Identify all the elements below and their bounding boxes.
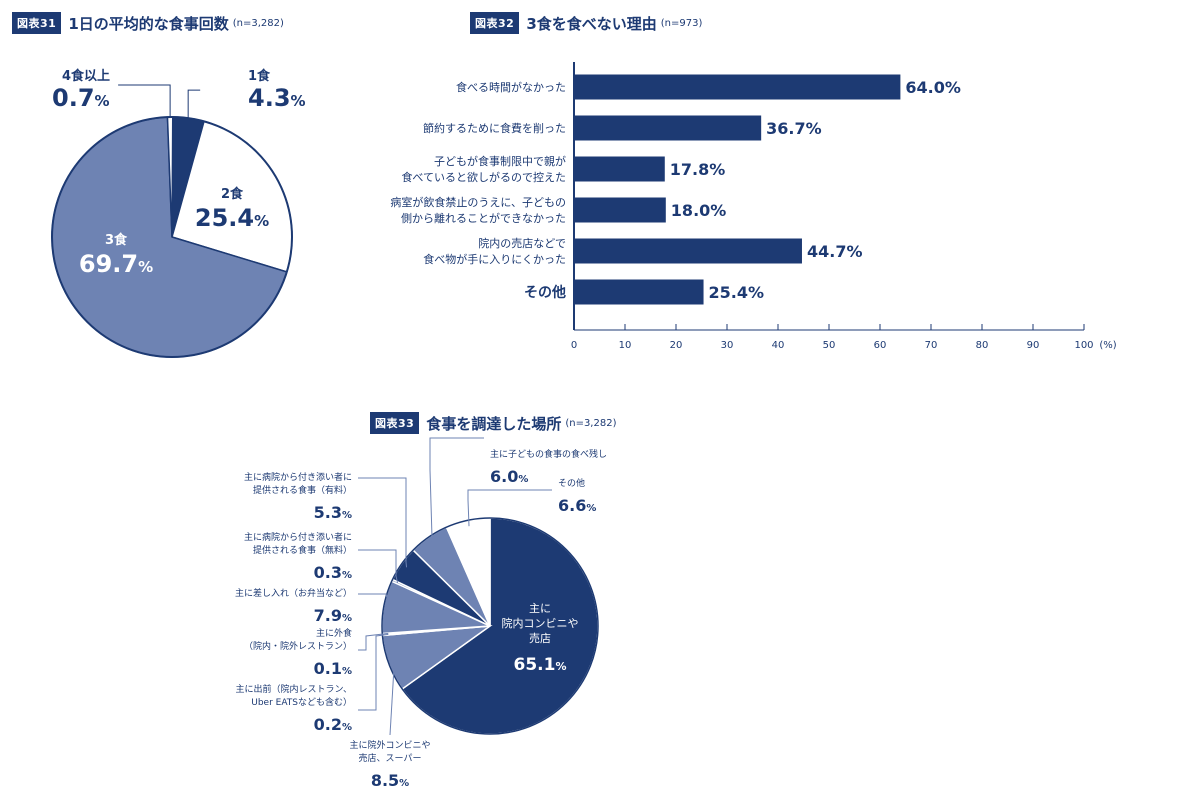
leader-line — [118, 84, 171, 118]
slice-label: 主に子どもの食事の食べ残し — [490, 448, 607, 460]
slice-value: 6.6% — [558, 496, 596, 515]
slice-label: （院内・院外レストラン） — [244, 640, 352, 652]
leader-line — [429, 437, 484, 543]
slice-value: 25.4% — [195, 204, 269, 232]
category-label: 食べていると欲しがるので控えた — [401, 170, 566, 184]
slice-value: 6.0% — [490, 467, 528, 486]
slice-label: 主に差し入れ（お弁当など） — [235, 587, 352, 599]
slice-label: 1食 — [248, 68, 271, 84]
slice-value: 69.7% — [79, 250, 153, 278]
value-label: 36.7% — [766, 119, 822, 138]
leader-line — [358, 477, 408, 568]
value-label: 64.0% — [905, 78, 961, 97]
leader-line — [358, 633, 389, 711]
x-tick-label: 20 — [670, 340, 683, 351]
chart32-bar: 食べる時間がなかった 64.0% 節約するために食費を削った 36.7% 子どもが食事制… — [390, 62, 1117, 351]
slice-value: 7.9% — [314, 606, 352, 625]
pie-outline — [381, 517, 599, 735]
leader-line — [187, 89, 201, 119]
slice-label: 主に外食 — [316, 627, 352, 639]
category-label: 子どもが食事制限中で親が — [434, 154, 566, 168]
chart33-sample-size: (n=3,282) — [565, 417, 617, 429]
chart32-title: 図表32 3食を食べない理由 (n=973) — [470, 12, 702, 34]
slice-label: 主に — [529, 602, 551, 615]
slice-value: 0.2% — [314, 715, 352, 734]
x-tick-label: 40 — [772, 340, 785, 351]
slice-label: 主に院外コンビニや — [349, 739, 430, 751]
chart31-title: 図表31 1日の平均的な食事回数 (n=3,282) — [12, 12, 284, 34]
chart32-title-text: 3食を食べない理由 — [526, 14, 657, 33]
category-label: 病室が飲食禁止のうえに、子どもの — [390, 195, 566, 209]
slice-label: 提供される食事（無料） — [253, 544, 352, 556]
leader-line — [389, 661, 395, 736]
slice-value: 8.5% — [371, 771, 409, 790]
leader-line — [358, 593, 391, 608]
chart33-title: 図表33 食事を調達した場所 (n=3,282) — [370, 412, 616, 434]
chart32-sample-size: (n=973) — [660, 17, 703, 29]
slice-label: 4食以上 — [62, 68, 110, 84]
slice-value: 5.3% — [314, 503, 352, 522]
slice-label: 主に出前（院内レストラン、 — [236, 683, 352, 695]
bar — [574, 115, 762, 141]
x-tick-label: 100 — [1074, 340, 1093, 351]
category-label: 院内の売店などで — [478, 236, 566, 250]
bar — [574, 156, 665, 182]
slice-label: Uber EATSなども含む） — [251, 696, 352, 708]
slice-label: 売店 — [529, 631, 551, 645]
slice-label: その他 — [558, 477, 585, 489]
value-label: 44.7% — [807, 242, 863, 261]
x-tick-label: 30 — [721, 340, 734, 351]
slice-value: 0.7% — [52, 84, 110, 112]
chart31-badge: 図表31 — [12, 12, 62, 34]
leader-line — [358, 549, 399, 583]
bar — [574, 197, 666, 223]
category-label: 食べ物が手に入りにくかった — [423, 252, 566, 266]
x-tick-label: 70 — [925, 340, 938, 351]
pie-outline — [51, 116, 293, 358]
bar — [574, 238, 802, 264]
bar — [574, 279, 704, 305]
slice-value: 0.1% — [314, 659, 352, 678]
category-label: 側から離れることができなかった — [401, 211, 566, 225]
chart31-sample-size: (n=3,282) — [232, 17, 284, 29]
slice-value: 0.3% — [314, 563, 352, 582]
category-label: 食べる時間がなかった — [456, 80, 566, 94]
category-label: 節約するために食費を削った — [423, 121, 566, 135]
x-tick-label: 50 — [823, 340, 836, 351]
x-tick-label: 10 — [619, 340, 632, 351]
bar — [574, 74, 901, 100]
slice-label: 主に病院から付き添い者に — [244, 471, 352, 483]
slice-value: 65.1% — [514, 655, 567, 675]
leader-line — [467, 489, 552, 527]
x-tick-label: 90 — [1027, 340, 1040, 351]
slice-label: 主に病院から付き添い者に — [244, 531, 352, 543]
value-label: 18.0% — [671, 201, 727, 220]
category-label: その他 — [524, 284, 566, 301]
slice-label: 3食 — [105, 232, 128, 248]
x-tick-label: 80 — [976, 340, 989, 351]
chart33-title-text: 食事を調達した場所 — [426, 414, 562, 433]
slice-label: 提供される食事（有料） — [253, 484, 352, 496]
value-label: 25.4% — [709, 283, 765, 302]
slice-label: 2食 — [221, 186, 244, 202]
leader-line — [358, 632, 389, 651]
chart33-badge: 図表33 — [370, 412, 420, 434]
x-tick-label: 0 — [571, 340, 577, 351]
value-label: 17.8% — [670, 160, 726, 179]
slice-label: 売店、スーパー — [359, 752, 422, 764]
slice-label: 院内コンビニや — [502, 616, 579, 630]
x-tick-label: 60 — [874, 340, 887, 351]
chart32-badge: 図表32 — [470, 12, 520, 34]
slice-value: 4.3% — [248, 84, 306, 112]
x-axis-unit: (%) — [1099, 340, 1116, 351]
chart31-title-text: 1日の平均的な食事回数 — [68, 14, 229, 33]
